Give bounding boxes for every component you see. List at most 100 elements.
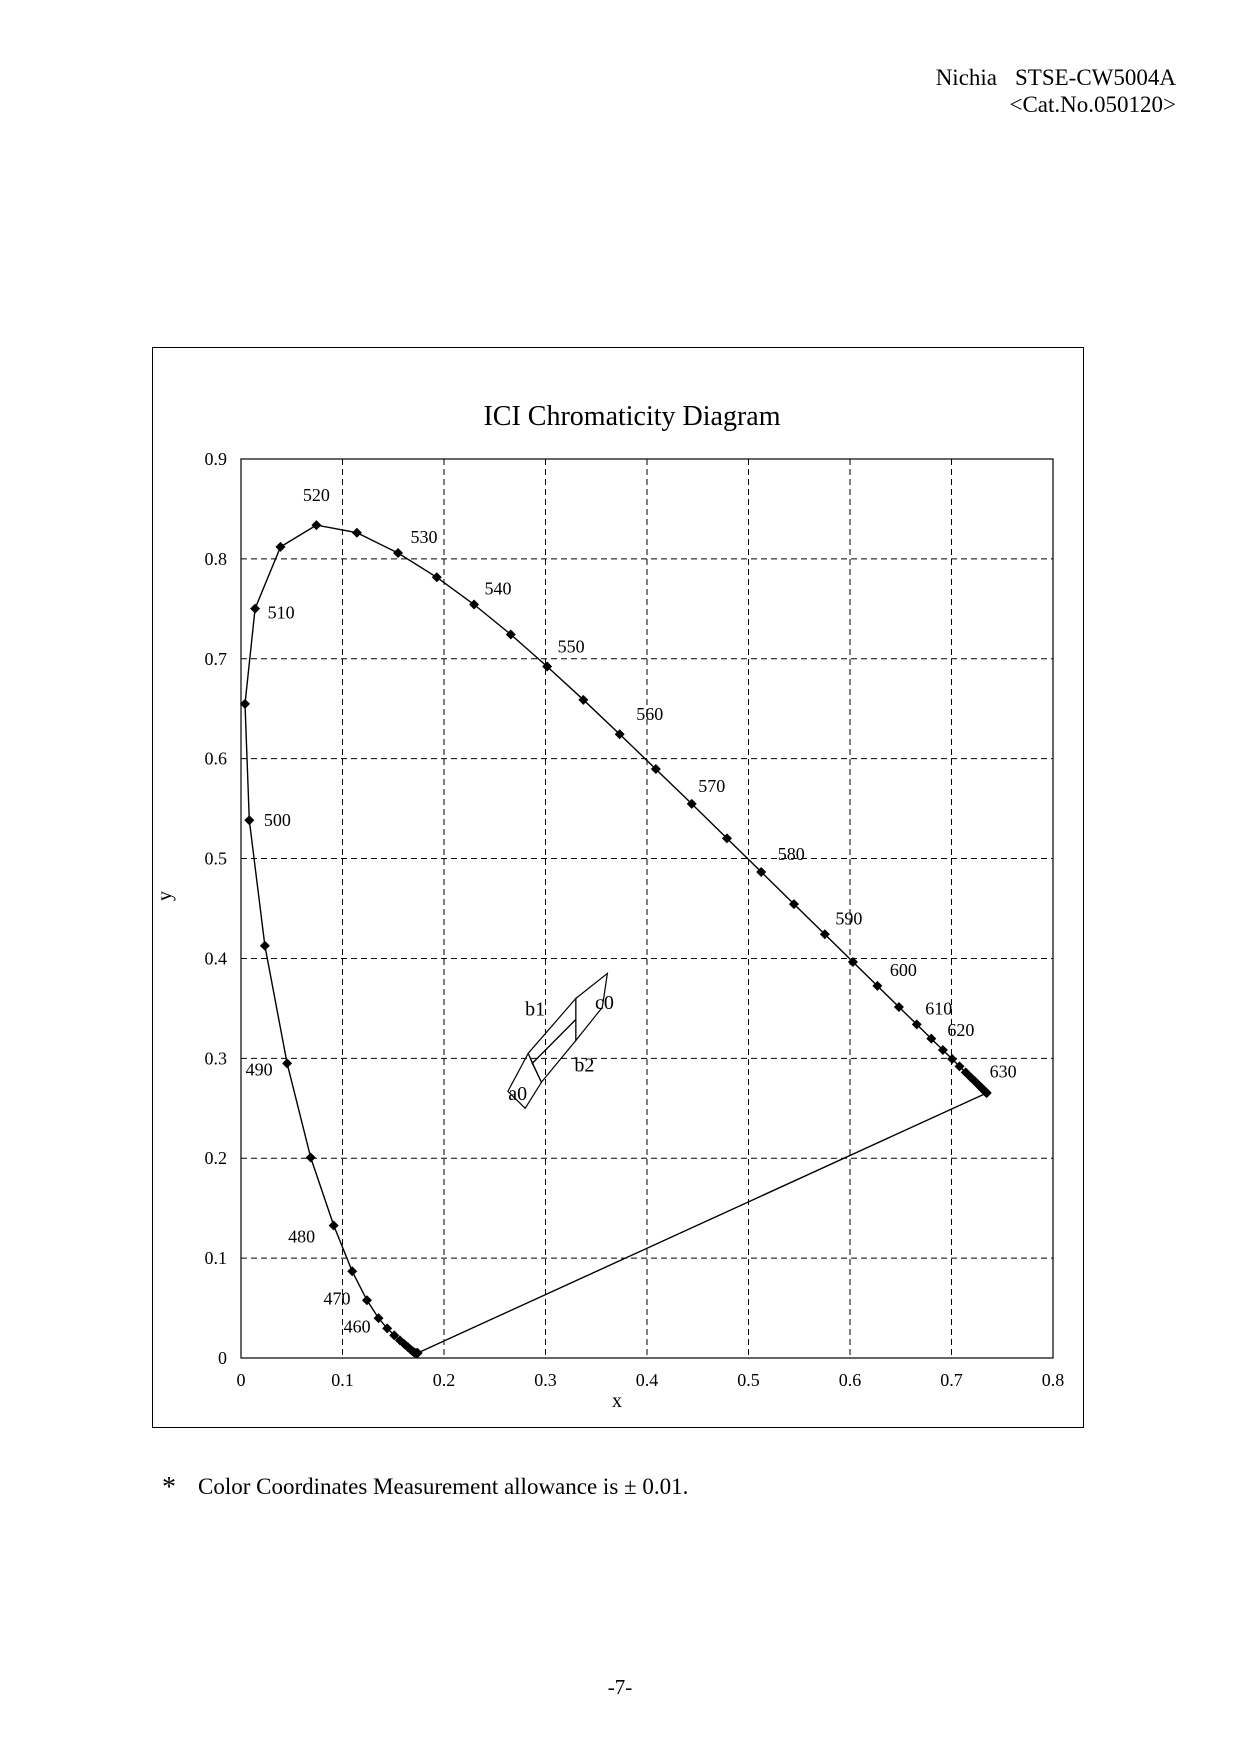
locus-point-marker — [347, 1266, 358, 1277]
x-tick-label: 0.3 — [534, 1370, 557, 1390]
x-tick-label: 0.2 — [433, 1370, 456, 1390]
x-tick-label: 0 — [237, 1370, 246, 1390]
locus-point-marker — [328, 1220, 339, 1231]
chromaticity-ranks: a0 b1 b2 c0 — [507, 971, 614, 1110]
tick-labels: 0 0.1 0.2 0.3 0.4 0.5 0.6 0.7 0.8 0 0.1 0.2 0.3 0.4 0.… — [205, 449, 1065, 1390]
wavelength-label: 580 — [778, 844, 805, 864]
locus-point-marker — [244, 815, 255, 826]
asterisk-icon: * — [162, 1472, 176, 1503]
spectral-locus-curve — [244, 524, 988, 1354]
wavelength-label: 610 — [925, 998, 952, 1018]
locus-point-marker — [402, 1342, 413, 1353]
x-tick-label: 0.6 — [839, 1370, 862, 1390]
locus-point-marker — [650, 764, 661, 775]
catalog-number: <Cat.No.050120> — [1009, 92, 1177, 117]
y-tick-label: 0.9 — [205, 449, 228, 469]
locus-point-marker — [937, 1045, 948, 1056]
company-name: Nichia — [935, 65, 997, 90]
chart-frame: ICI Chromaticity Diagram x y 0 0.1 0.2 0.3 0… — [152, 347, 1084, 1428]
wavelength-label: 560 — [636, 704, 663, 724]
wavelength-label: 490 — [246, 1059, 273, 1079]
rank-label-a0: a0 — [508, 1083, 527, 1105]
y-tick-label: 0 — [218, 1348, 227, 1368]
x-tick-label: 0.4 — [636, 1370, 659, 1390]
wavelength-label: 630 — [990, 1061, 1017, 1081]
y-tick-label: 0.6 — [205, 749, 228, 769]
rank-region-b2 — [531, 1017, 577, 1084]
wavelength-label: 590 — [835, 908, 862, 928]
locus-point-marker — [505, 629, 516, 640]
wavelength-label: 500 — [264, 810, 291, 830]
wavelength-label: 570 — [698, 776, 725, 796]
y-tick-label: 0.7 — [205, 649, 228, 669]
locus-point-marker — [361, 1295, 372, 1306]
grid-lines — [241, 459, 1053, 1358]
footnote: * Color Coordinates Measurement allowance… — [162, 1472, 688, 1504]
locus-point-marker — [960, 1067, 971, 1078]
locus-point-marker — [351, 527, 362, 538]
locus-point-marker — [847, 956, 858, 967]
locus-point-marker — [282, 1058, 293, 1069]
document-code: STSE-CW5004A — [1015, 65, 1176, 90]
locus-point-marker — [259, 940, 270, 951]
chart-title: ICI Chromaticity Diagram — [483, 401, 780, 432]
wavelength-labels: 460 470 480 490 500 510 520 530 540 550 560 570 580 5… — [246, 485, 1017, 1336]
rank-region-c0 — [575, 971, 609, 1043]
spectral-locus — [239, 520, 992, 1359]
wavelength-label: 620 — [947, 1020, 974, 1040]
purple-line — [417, 1092, 988, 1354]
locus-point-marker — [911, 1019, 922, 1030]
locus-point-marker — [250, 603, 261, 614]
locus-point-marker — [578, 694, 589, 705]
locus-point-marker — [399, 1339, 410, 1350]
locus-point-marker — [305, 1152, 316, 1163]
document-header-line1: Nichia STSE-CW5004A — [936, 64, 1176, 91]
x-tick-label: 0.7 — [940, 1370, 963, 1390]
locus-point-marker — [954, 1061, 965, 1072]
locus-point-marker — [893, 1001, 904, 1012]
chromaticity-chart: ICI Chromaticity Diagram x y 0 0.1 0.2 0.3 0… — [154, 401, 1065, 1412]
locus-point-marker — [969, 1076, 980, 1087]
locus-point-marker — [394, 1335, 405, 1346]
wavelength-label: 470 — [323, 1288, 350, 1308]
locus-point-marker — [373, 1313, 384, 1324]
x-tick-label: 0.8 — [1042, 1370, 1065, 1390]
page-number: -7- — [607, 1675, 633, 1699]
wavelength-label: 550 — [558, 636, 585, 656]
wavelength-label: 540 — [485, 579, 512, 599]
locus-point-marker — [614, 729, 625, 740]
locus-point-marker — [819, 929, 830, 940]
wavelength-label: 600 — [890, 960, 917, 980]
locus-point-marker — [721, 833, 732, 844]
y-tick-label: 0.3 — [205, 1048, 228, 1068]
locus-point-marker — [393, 547, 404, 558]
locus-point-marker — [981, 1087, 992, 1098]
y-axis-label: y — [154, 891, 176, 901]
y-tick-label: 0.5 — [205, 849, 228, 869]
locus-point-marker — [469, 599, 480, 610]
wavelength-label: 510 — [268, 603, 295, 623]
x-tick-label: 0.1 — [331, 1370, 354, 1390]
footnote-text: Color Coordinates Measurement allowance … — [198, 1474, 689, 1499]
y-tick-label: 0.8 — [205, 549, 228, 569]
wavelength-label: 480 — [288, 1226, 315, 1246]
locus-point-marker — [926, 1033, 937, 1044]
y-tick-label: 0.4 — [205, 948, 228, 968]
locus-point-marker — [382, 1323, 393, 1334]
locus-point-marker — [542, 661, 553, 672]
locus-point-marker — [686, 798, 697, 809]
locus-point-marker — [239, 698, 250, 709]
rank-label-b2: b2 — [574, 1054, 594, 1076]
rank-label-c0: c0 — [595, 992, 614, 1014]
locus-point-marker — [389, 1330, 400, 1341]
x-axis-label: x — [612, 1390, 622, 1412]
locus-point-marker — [275, 541, 286, 552]
locus-point-marker — [788, 899, 799, 910]
x-tick-label: 0.5 — [737, 1370, 760, 1390]
wavelength-label: 460 — [344, 1316, 371, 1336]
locus-point-marker — [947, 1054, 958, 1065]
locus-point-marker — [872, 980, 883, 991]
wavelength-label: 520 — [303, 485, 330, 505]
y-tick-label: 0.2 — [205, 1148, 228, 1168]
locus-point-marker — [431, 572, 442, 583]
